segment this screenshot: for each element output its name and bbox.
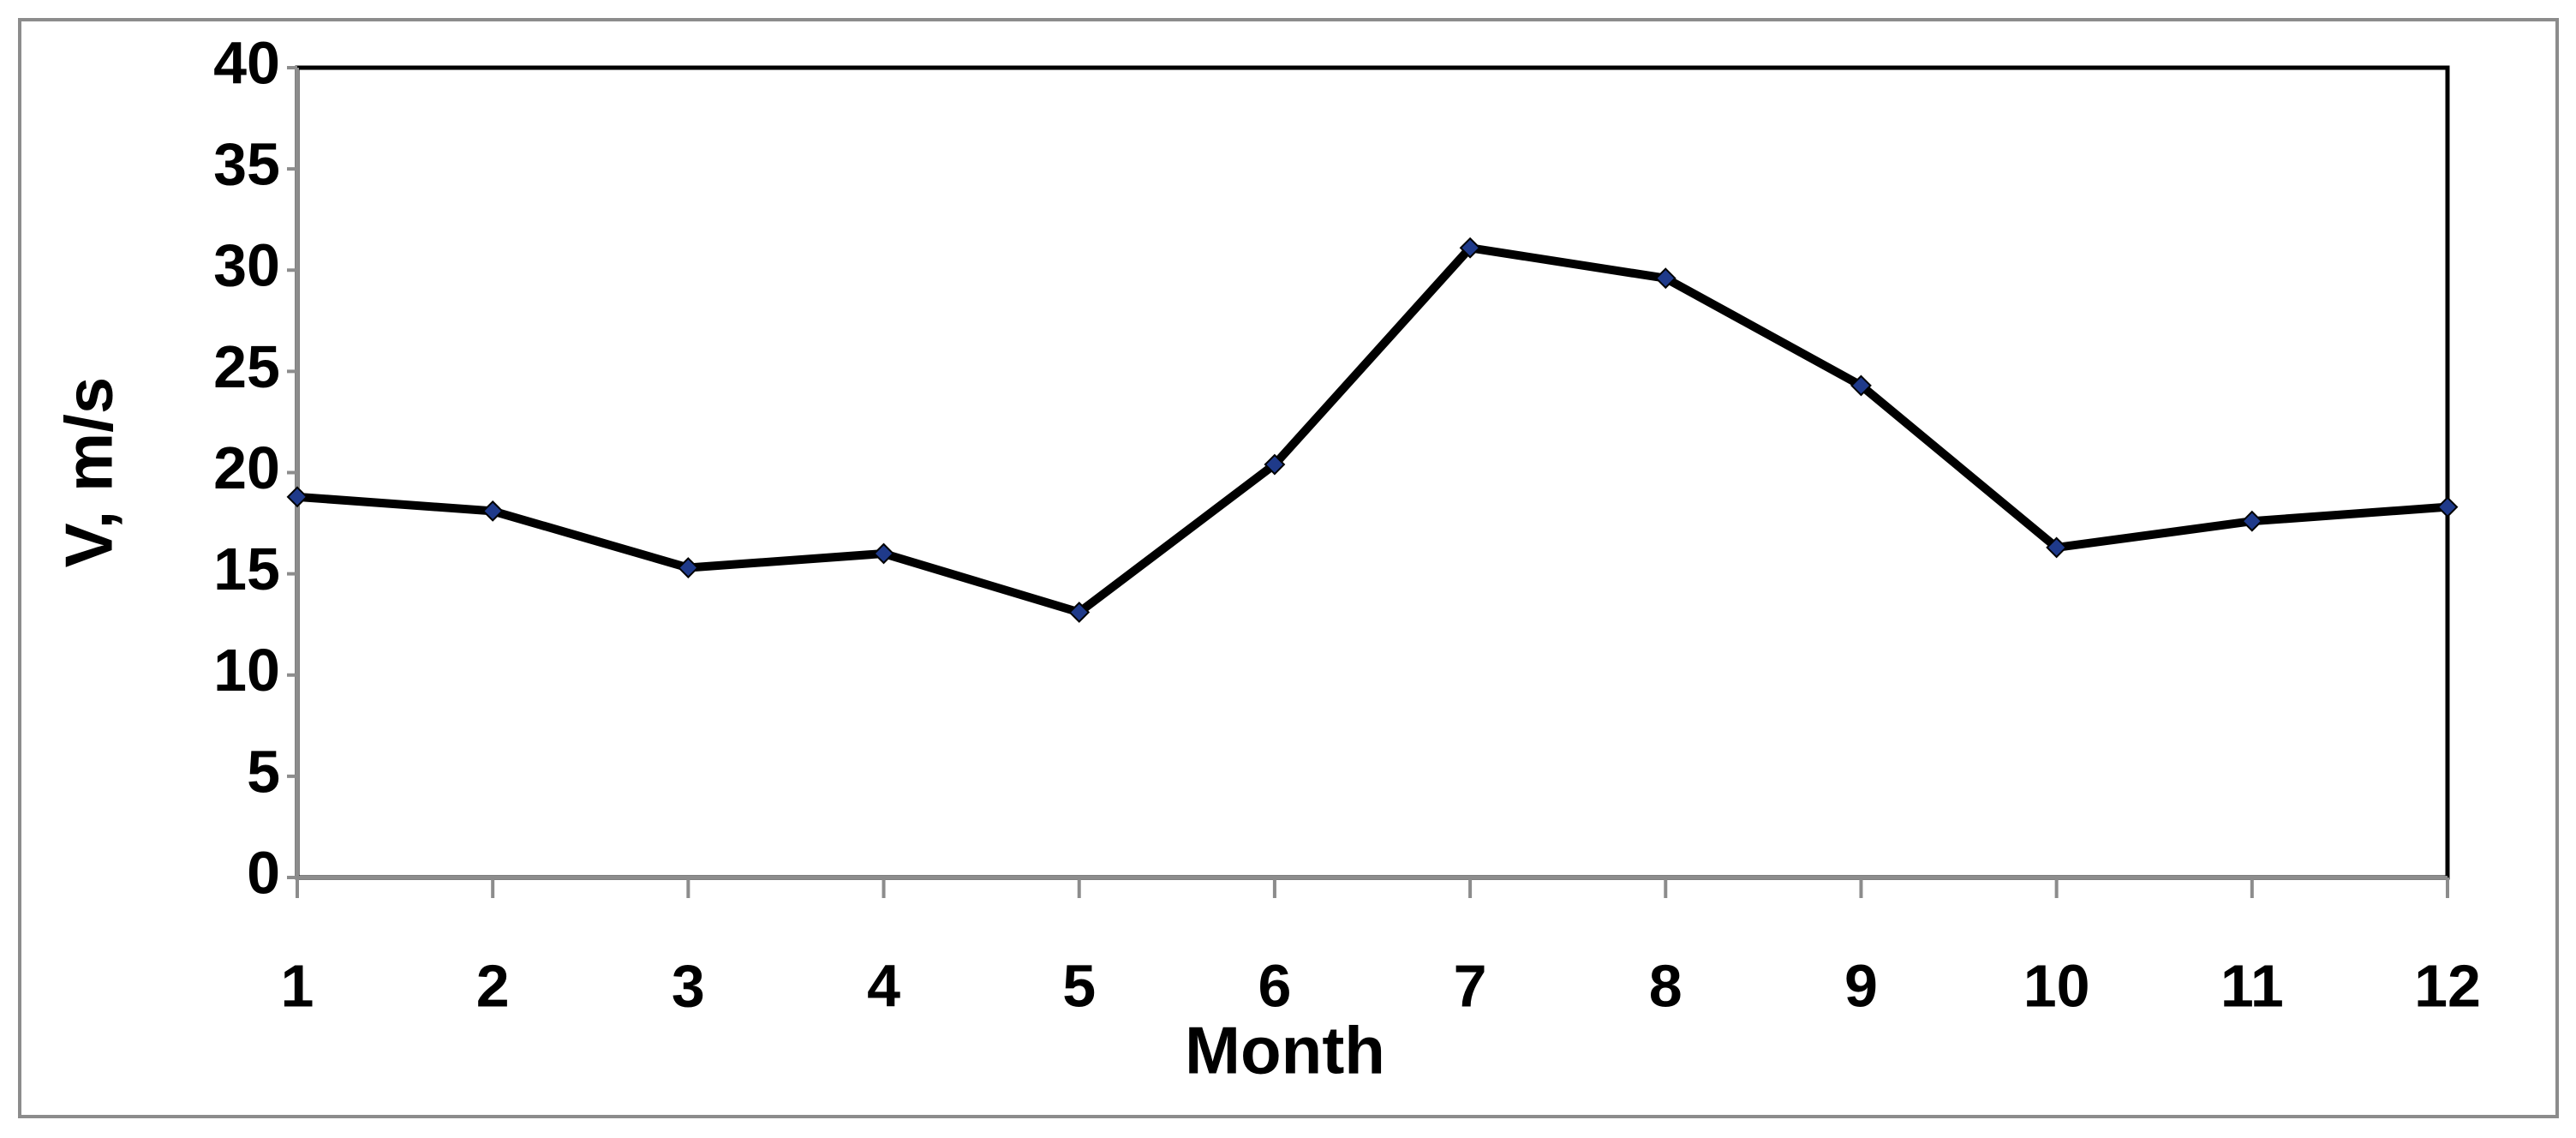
- x-tick-label: 10: [2023, 952, 2090, 1019]
- x-tick-label: 4: [867, 952, 900, 1019]
- data-marker: [286, 486, 308, 508]
- data-marker: [2436, 496, 2459, 518]
- data-marker: [1850, 374, 1872, 397]
- data-line: [296, 243, 2448, 617]
- data-marker: [2046, 536, 2068, 559]
- y-tick-label: 35: [213, 131, 280, 198]
- data-marker: [1459, 237, 1481, 259]
- x-tick-label: 9: [1844, 952, 1878, 1019]
- x-tick-label: 3: [672, 952, 705, 1019]
- x-tick-label: 12: [2414, 952, 2481, 1019]
- x-tick-label: 5: [1062, 952, 1096, 1019]
- y-tick-label: 15: [213, 536, 280, 602]
- y-tick-label: 40: [213, 29, 280, 96]
- x-tick-label: 2: [476, 952, 510, 1019]
- data-marker: [677, 557, 699, 578]
- x-tick-label: 11: [2220, 952, 2284, 1019]
- x-tick-label: 6: [1258, 952, 1291, 1019]
- y-tick-label: 30: [213, 232, 280, 299]
- x-tick-label: 1: [281, 952, 314, 1019]
- y-tick-label: 10: [213, 637, 280, 704]
- y-tick-label: 25: [213, 333, 280, 400]
- x-axis-title: Month: [1185, 1013, 1385, 1088]
- data-marker: [481, 500, 504, 522]
- y-tick-label: 0: [247, 839, 280, 906]
- y-tick-label: 5: [247, 738, 280, 805]
- data-marker: [2241, 510, 2263, 532]
- data-marker: [873, 542, 894, 565]
- data-marker: [1654, 267, 1676, 290]
- y-axis-title: V, m/s: [51, 377, 127, 568]
- data-marker: [1068, 602, 1091, 623]
- chart-border: [18, 18, 2559, 1118]
- y-tick-label: 20: [213, 434, 280, 501]
- x-tick-label: 7: [1454, 952, 1487, 1019]
- x-tick-label: 8: [1649, 952, 1682, 1019]
- data-marker: [1264, 453, 1286, 476]
